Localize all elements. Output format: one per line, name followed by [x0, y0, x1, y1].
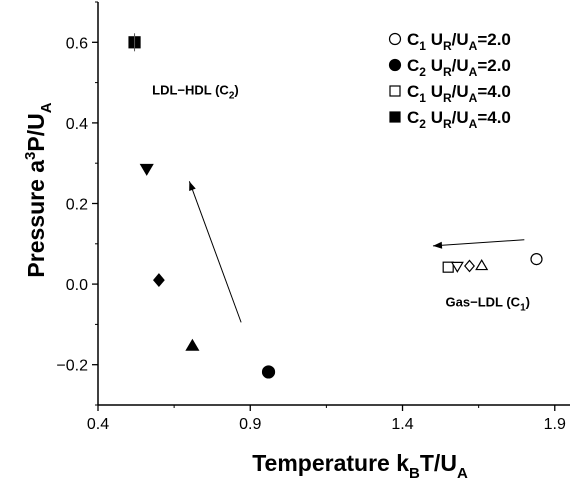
legend-label: C2 UR/UA=2.0: [407, 56, 511, 79]
annotation-label: LDL−HDL (C2): [152, 83, 239, 102]
c1-point-open-circle: [530, 253, 543, 266]
y-tick-label: 0.4: [66, 116, 88, 133]
legend-label: C1 UR/UA=4.0: [407, 82, 511, 105]
c2-point-filled-circle: [261, 365, 276, 379]
x-tick-label: 0.9: [239, 416, 261, 433]
legend: C1 UR/UA=2.0 C2 UR/UA=2.0 C1 UR/UA=4.0 C2 U…: [388, 30, 511, 131]
legend-marker-filled-square: [389, 111, 401, 123]
tick-group: 0.4 0.9 1.4 1.9 −0.2 0.0 0.2 0.4 0.6: [56, 1, 566, 433]
c2-point-filled-diamond: [153, 273, 165, 287]
c1-point-open-triangle-up: [475, 259, 489, 271]
legend-label: C2 UR/UA=4.0: [407, 108, 511, 131]
data-points: [128, 33, 543, 379]
legend-label: C1 UR/UA=2.0: [407, 30, 511, 53]
y-tick-label: 0.2: [66, 197, 88, 214]
legend-marker-open-square: [389, 85, 401, 97]
c2-point-filled-triangle-down: [139, 163, 154, 176]
x-axis-title: Temperature kBT/UA: [252, 450, 468, 482]
x-tick-label: 0.4: [87, 416, 109, 433]
arrow-shaft: [432, 239, 525, 247]
y-axis-title: Pressure a3P/UA: [22, 102, 55, 277]
arrow-shaft: [188, 181, 242, 323]
legend-marker-filled-circle: [388, 58, 402, 72]
legend-marker-open-circle: [388, 32, 402, 46]
arrow-head: [189, 181, 196, 191]
y-tick-label: −0.2: [56, 358, 88, 375]
y-tick-label: 0.6: [66, 35, 88, 52]
annotation-label: Gas−LDL (C1): [446, 294, 530, 313]
annotation-group: LDL−HDL (C2) Gas−LDL (C1): [152, 83, 530, 314]
x-tick-label: 1.9: [544, 416, 566, 433]
arrow-head: [432, 241, 443, 249]
c2-point-filled-triangle-up: [185, 338, 200, 351]
c1-point-open-diamond: [464, 259, 475, 273]
c1-point-open-triangle-down: [450, 261, 464, 273]
c1-point-open-square: [442, 261, 454, 273]
arrow-group: [188, 181, 525, 323]
x-tick-label: 1.4: [391, 416, 413, 433]
y-tick-label: 0.0: [66, 277, 88, 294]
